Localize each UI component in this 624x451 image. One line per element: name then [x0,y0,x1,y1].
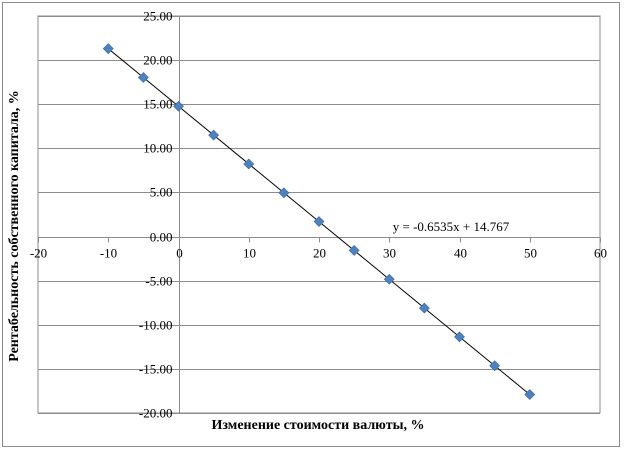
data-point [137,72,149,83]
y-tick-label: -5.00 [145,274,172,289]
x-tick-label: -10 [100,246,117,261]
x-tick-label: -20 [30,246,47,261]
x-tick-label: 40 [454,246,467,261]
x-tick-label: 30 [383,246,396,261]
y-tick-label: 10.00 [143,141,172,156]
data-point [208,129,220,141]
data-points [102,43,536,400]
y-tick-label: 5.00 [150,185,173,200]
x-tick-label: 10 [243,246,256,261]
y-tick-label: 0.00 [150,230,173,245]
plot-border [37,15,601,414]
x-axis-title: Изменение стоимости валюты, % [211,418,424,433]
trendline-equation: y = -0.6535x + 14.767 [393,219,510,234]
data-point [383,273,395,285]
data-point [418,302,430,314]
data-point [102,43,114,55]
data-point [524,389,536,400]
gridlines [37,15,601,414]
y-tick-label: -20.00 [139,406,173,421]
y-axis-title: Рентабельность собственного капитала, % [7,90,22,362]
y-tick-label: -10.00 [139,318,173,333]
y-tick-label: 20.00 [143,53,172,68]
x-tick-label: 60 [594,246,607,261]
x-tick-label: 50 [524,246,537,261]
y-tick-label: 25.00 [143,9,172,24]
data-point [313,216,325,227]
axes [38,16,601,414]
data-point [454,331,465,343]
data-point [243,158,255,170]
chart-frame [2,2,620,447]
data-point [348,244,360,256]
data-point [489,360,501,372]
y-tick-label: 15.00 [143,97,172,112]
x-tick-label: 0 [176,246,183,261]
y-tick-label: -15.00 [139,362,173,377]
data-point [173,100,184,112]
tick-labels: 25.00 20.00 15.00 10.00 5.00 0.00 -5.00 -10.00 -… [30,9,607,421]
data-point [278,187,290,199]
x-tick-label: 20 [313,246,326,261]
